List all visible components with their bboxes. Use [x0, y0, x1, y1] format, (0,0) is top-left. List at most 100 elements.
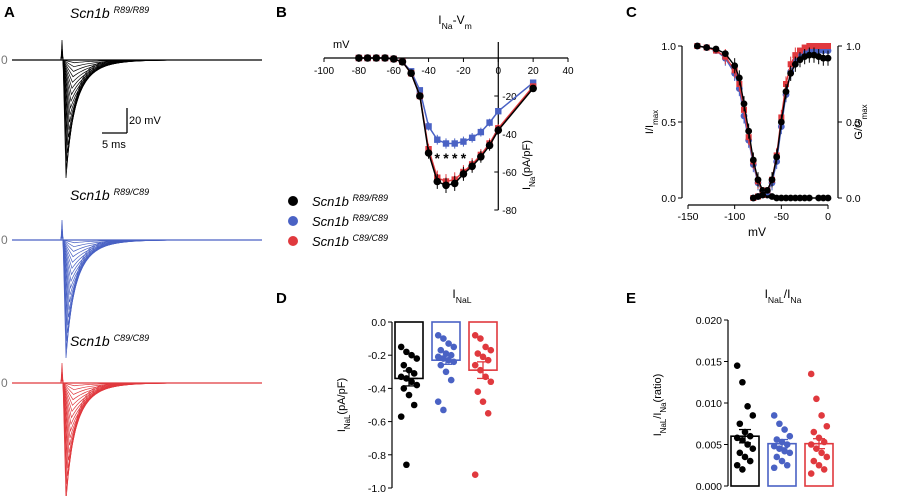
inal-point-hom — [484, 356, 492, 364]
trace-title-het: Scn1b R89/C89 — [70, 187, 149, 203]
iv-title: INa-Vm — [438, 13, 472, 31]
act-x-tick-label: -150 — [677, 211, 698, 223]
ratio-y-tick-label: 0.020 — [696, 315, 722, 327]
label-segment: NaL — [343, 414, 352, 429]
iv-significance-star: * — [452, 150, 458, 166]
act-point-wt — [759, 191, 767, 199]
label-segment: I — [336, 429, 348, 432]
iv-x-tick-label: 40 — [562, 66, 574, 77]
ratio-point-wt — [749, 445, 757, 452]
ratio-point-wt — [749, 412, 757, 419]
act-point-hom — [806, 43, 813, 49]
current-trace-hom — [55, 362, 188, 496]
inact-point-wt — [787, 194, 795, 202]
iv-point-het — [460, 138, 467, 145]
label-segment: I — [452, 287, 455, 301]
legend-label-het: Scn1b R89/C89 — [312, 213, 388, 229]
act-point-wt — [819, 54, 827, 62]
iv-y-axis-label: INa(pA/pF) — [521, 140, 537, 190]
ratio-point-het — [776, 420, 783, 428]
iv-y-tick-label: -40 — [502, 130, 517, 141]
inal-point-hom — [471, 471, 479, 479]
inal-point-wt — [410, 370, 418, 377]
inact-point-wt — [801, 194, 809, 202]
inact-point-wt — [824, 194, 832, 202]
ratio-point-hom — [813, 395, 820, 403]
ratio-y-tick-label: 0.000 — [696, 481, 722, 493]
trace-title-hom: Scn1b C89/C89 — [70, 333, 149, 349]
inal-y-tick-label: -0.6 — [368, 417, 386, 429]
ratio-point-hom — [820, 466, 828, 473]
ratio-y-axis-label: INaL/INa(ratio) — [652, 374, 668, 437]
iv-significance-star: * — [478, 150, 484, 166]
inact-point-wt — [693, 42, 701, 50]
act-left-tick-label: 0.5 — [661, 117, 676, 129]
inact-point-wt — [815, 194, 823, 202]
act-point-hom — [801, 44, 808, 51]
inact-point-wt — [740, 100, 748, 108]
act-point-wt — [824, 54, 832, 62]
iv-point-wt — [398, 58, 407, 66]
ratio-point-hom — [807, 470, 815, 477]
ratio-point-hom — [818, 449, 825, 457]
iv-significance-star: * — [435, 150, 441, 166]
legend-gene: Scn1b — [312, 214, 352, 229]
label-segment: I/I — [644, 125, 656, 134]
ratio-point-hom — [815, 461, 823, 469]
panel-letter-a: A — [4, 4, 15, 21]
trace-title-gene: Scn1b — [70, 5, 114, 21]
ratio-point-wt — [736, 449, 744, 457]
ratio-point-wt — [744, 403, 751, 410]
current-trace-hom — [55, 375, 189, 406]
ratio-point-het — [770, 442, 778, 450]
inact-point-wt — [721, 50, 729, 57]
ratio-point-hom — [813, 445, 820, 452]
label-segment: G/G — [853, 119, 865, 139]
iv-point-het — [434, 136, 441, 143]
label-segment: max — [860, 104, 869, 119]
inact-point-wt — [782, 194, 790, 202]
trace-title-gene: Scn1b — [70, 333, 114, 349]
inal-point-hom — [477, 366, 484, 374]
current-trace-het — [55, 232, 188, 270]
ratio-point-het — [778, 438, 786, 446]
label-segment: NaL — [768, 295, 784, 305]
legend-label-hom: Scn1b C89/C89 — [312, 233, 388, 249]
current-trace-wt — [55, 51, 190, 103]
act-point-hom — [797, 47, 803, 54]
iv-point-wt — [372, 54, 381, 62]
label-segment: Na — [442, 21, 453, 31]
current-trace-het — [55, 229, 190, 334]
inal-point-wt — [403, 461, 410, 469]
inact-curve-wt — [697, 45, 828, 199]
legend-gene: Scn1b — [312, 194, 352, 209]
current-trace-wt — [55, 52, 189, 78]
inal-y-axis-label: INaL(pA/pF) — [336, 378, 352, 432]
iv-point-het — [468, 134, 476, 141]
inal-point-hom — [487, 378, 495, 386]
inact-point-wt — [745, 127, 753, 135]
inal-point-het — [434, 398, 442, 405]
act-left-axis-label: I/Imax — [644, 110, 660, 134]
ratio-point-hom — [807, 441, 815, 448]
iv-point-wt — [450, 179, 459, 188]
trace-title-allele: C89/C89 — [114, 333, 150, 343]
inal-point-hom — [471, 331, 479, 339]
iv-point-het — [486, 119, 493, 126]
current-trace-het — [55, 231, 190, 283]
inal-point-wt — [397, 343, 405, 351]
inal-point-het — [434, 353, 442, 361]
inal-title: INaL — [452, 287, 471, 305]
label-segment: I — [765, 287, 768, 301]
iv-x-tick-label: -60 — [386, 66, 401, 77]
zero-label-hom: 0 — [1, 376, 8, 390]
iv-point-het — [477, 128, 485, 136]
ratio-point-wt — [739, 466, 746, 473]
iv-significance-star: * — [443, 150, 449, 166]
iv-point-wt — [407, 69, 415, 77]
ratio-point-het — [781, 426, 788, 433]
ratio-point-wt — [733, 434, 741, 442]
iv-point-wt — [416, 92, 424, 100]
act-right-tick-label: 0.5 — [846, 117, 861, 129]
